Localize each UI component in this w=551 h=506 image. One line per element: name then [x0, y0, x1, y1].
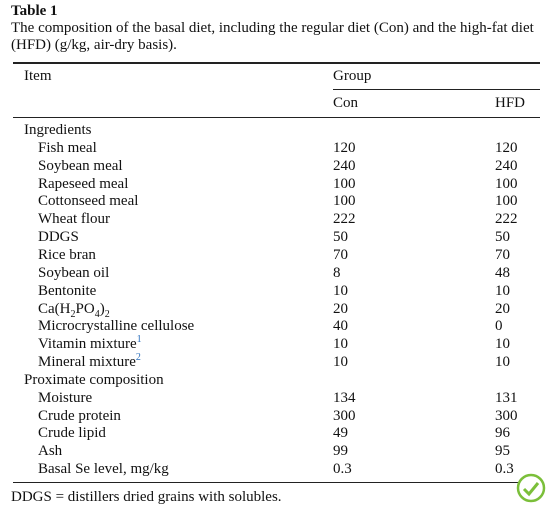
row-value: 10: [333, 354, 348, 371]
row-value: 10: [495, 282, 510, 299]
row-value: 10: [333, 336, 348, 353]
header-group: Group: [333, 68, 372, 84]
row-item: Cottonseed meal: [38, 193, 138, 210]
row-value: 0.3: [333, 461, 352, 478]
row-value: 0: [495, 318, 503, 335]
row-value: 40: [333, 318, 348, 335]
item-text: Soybean oil: [38, 264, 110, 281]
item-text: Fish meal: [38, 139, 97, 156]
item-text: DDGS: [38, 229, 79, 246]
row-item: DDGS: [38, 229, 79, 246]
row-value: 100: [333, 193, 356, 210]
item-text: 1: [136, 334, 142, 346]
bottom-rule: [13, 482, 540, 483]
item-text: ): [99, 300, 105, 317]
row-value: 49: [333, 425, 348, 442]
item-text: Rapeseed meal: [38, 175, 129, 192]
item-text: 2: [70, 308, 76, 320]
row-item: Rapeseed meal: [38, 176, 128, 193]
row-item: Moisture: [38, 390, 92, 407]
item-text: Vitamin mixture: [38, 336, 137, 353]
row-item: Vitamin mixture1: [38, 334, 142, 353]
table-caption: The composition of the basal diet, inclu…: [11, 20, 534, 53]
item-text: Microcrystalline cellulose: [38, 318, 195, 335]
item-text: PO: [75, 300, 95, 317]
row-value: 120: [333, 139, 356, 156]
header-item: Item: [24, 68, 52, 84]
row-value: 70: [333, 246, 348, 263]
item-text: Ash: [38, 443, 63, 460]
row-item: Rice bran: [38, 247, 96, 264]
row-item: Soybean oil: [38, 265, 109, 282]
row-value: 120: [495, 139, 518, 156]
item-text: Mineral mixture: [38, 354, 136, 371]
row-value: 70: [495, 246, 510, 263]
row-item: Ca(H2PO4)2: [38, 300, 110, 320]
header-column: Con: [333, 95, 359, 111]
top-rule: [13, 62, 540, 64]
row-value: 99: [333, 443, 348, 460]
item-text: Crude protein: [38, 407, 121, 424]
item-text: Rice bran: [38, 246, 96, 263]
item-text: Ca(H: [38, 300, 71, 317]
row-value: 222: [495, 211, 518, 228]
item-text: 2: [135, 352, 141, 364]
row-value: 20: [495, 300, 510, 317]
row-item: Mineral mixture2: [38, 352, 141, 371]
badge-icon: [516, 473, 546, 503]
item-text: Cottonseed meal: [38, 193, 139, 210]
row-value: 95: [495, 443, 510, 460]
row-value: 222: [333, 211, 356, 228]
row-value: 0.3: [495, 461, 514, 478]
item-text: 2: [104, 308, 110, 320]
row-value: 8: [333, 264, 341, 281]
row-value: 240: [495, 157, 518, 174]
row-value: 100: [495, 193, 518, 210]
row-value: 10: [333, 282, 348, 299]
row-value: 300: [495, 407, 518, 424]
table-label: Table 1: [11, 3, 58, 19]
row-item: Soybean meal: [38, 158, 123, 175]
row-item: Basal Se level, mg/kg: [38, 461, 169, 478]
row-item: Crude protein: [38, 408, 121, 425]
row-value: 10: [495, 336, 510, 353]
row-value: 50: [495, 229, 510, 246]
row-value: 100: [495, 175, 518, 192]
row-item: Fish meal: [38, 140, 97, 157]
row-value: 300: [333, 407, 356, 424]
row-item: Microcrystalline cellulose: [38, 318, 194, 335]
row-value: 50: [333, 229, 348, 246]
header-rule: [13, 117, 540, 118]
row-item: Ash: [38, 443, 62, 460]
group-rule: [333, 89, 540, 90]
row-item: Wheat flour: [38, 211, 110, 228]
row-value: 240: [333, 157, 356, 174]
item-text: Moisture: [38, 389, 93, 406]
header-column: HFD: [495, 95, 526, 111]
item-text: Basal Se level, mg/kg: [38, 461, 169, 478]
item-text: 4: [94, 308, 100, 320]
item-text: Crude lipid: [38, 425, 106, 442]
row-item: Bentonite: [38, 283, 96, 300]
row-value: 96: [495, 425, 510, 442]
item-text: Wheat flour: [38, 211, 111, 228]
row-item: Crude lipid: [38, 425, 106, 442]
row-value: 48: [495, 264, 510, 281]
item-text: Bentonite: [38, 282, 97, 299]
footnote: DDGS = distillers dried grains with solu…: [11, 489, 282, 505]
section-title: Proximate composition: [24, 371, 164, 388]
row-value: 131: [495, 389, 518, 406]
row-value: 10: [495, 354, 510, 371]
row-value: 100: [333, 175, 356, 192]
row-value: 134: [333, 389, 356, 406]
item-text: Soybean meal: [38, 157, 123, 174]
row-value: 20: [333, 300, 348, 317]
section-title: Ingredients: [24, 122, 92, 138]
